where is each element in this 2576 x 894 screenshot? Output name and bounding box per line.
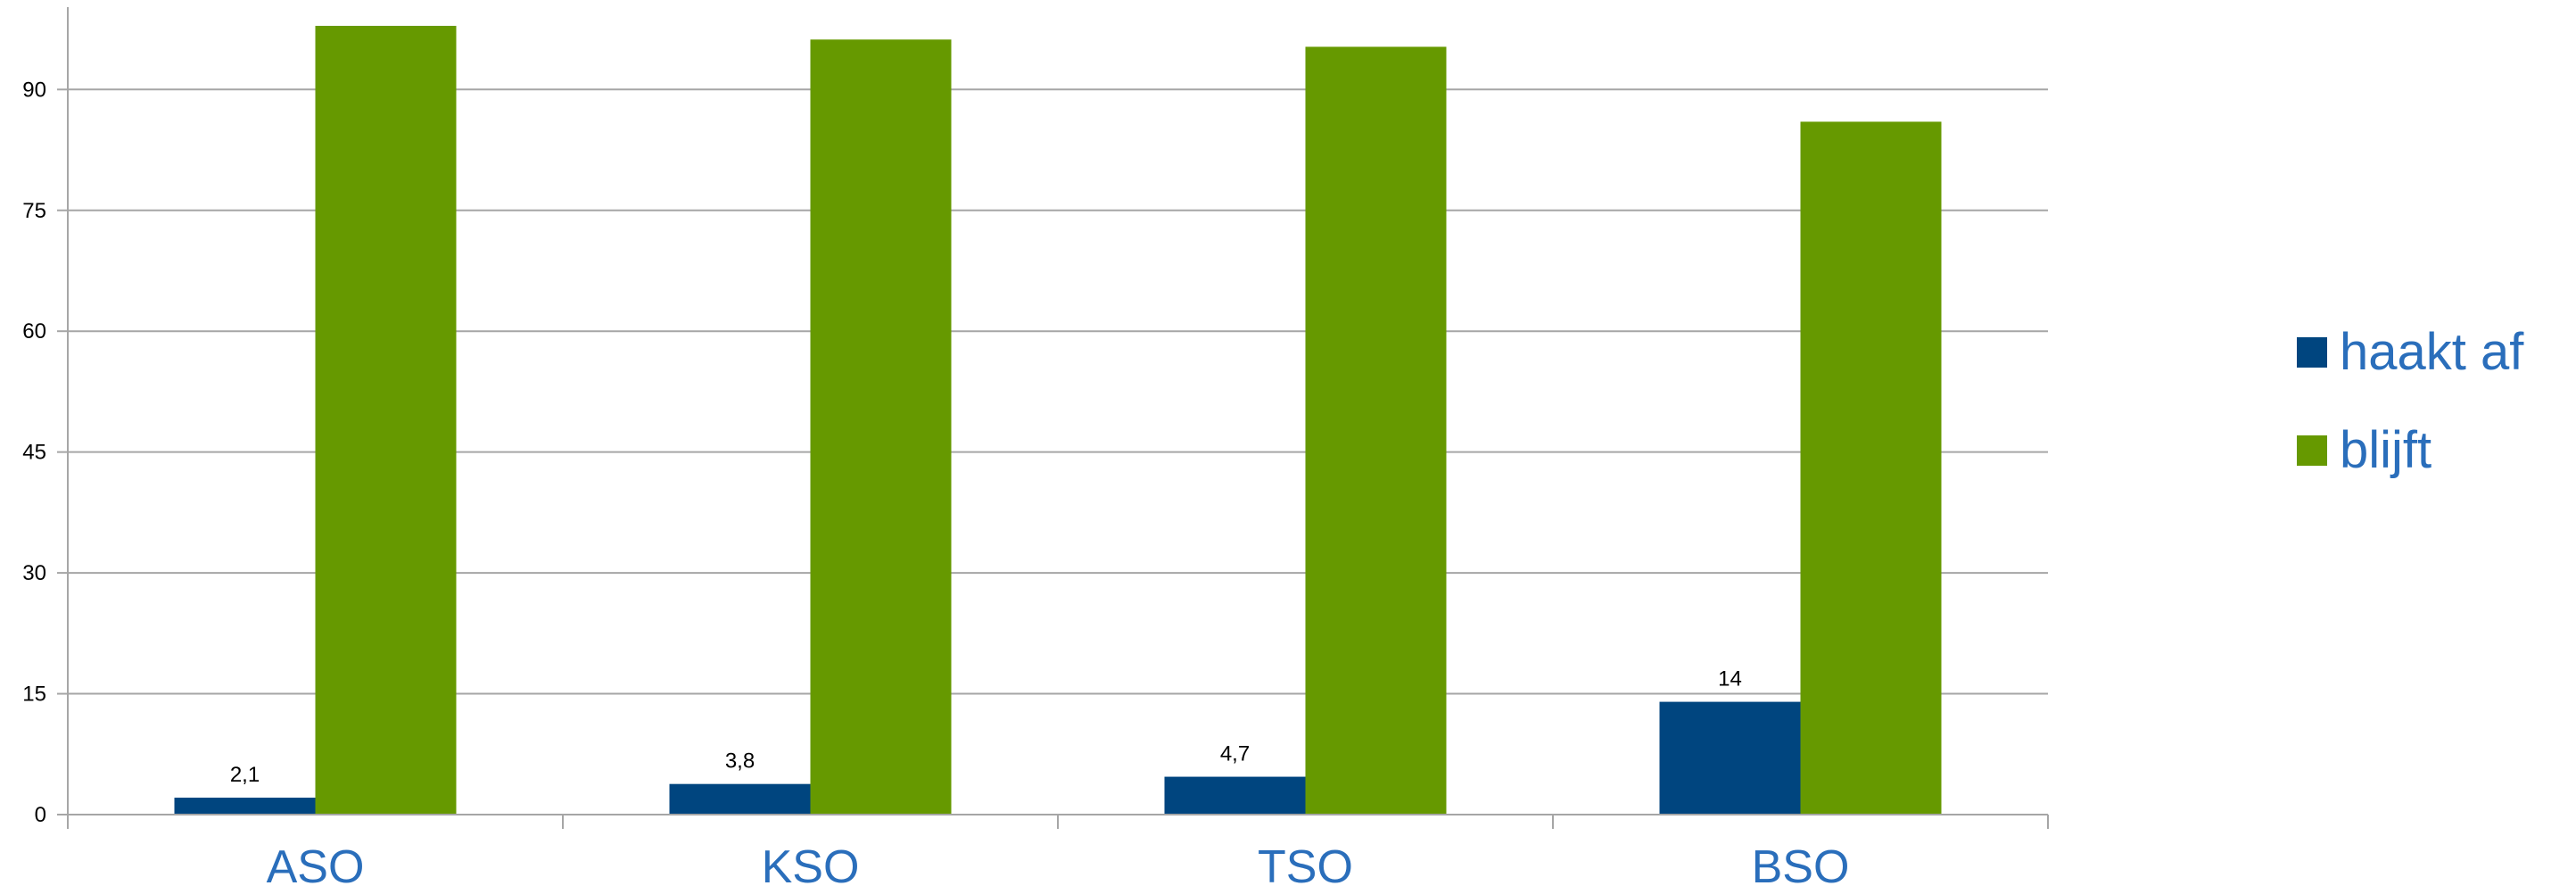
category-label-tso: TSO <box>1258 841 1353 893</box>
bar-blijft-aso <box>315 25 457 815</box>
x-axis-category-labels: ASO KSO TSO BSO <box>267 841 1850 893</box>
axes <box>57 7 2049 829</box>
legend-swatch <box>2297 337 2327 368</box>
legend-label: blijft <box>2340 421 2432 479</box>
bar-haakt-af-bso <box>1659 701 1801 815</box>
data-label: 4,7 <box>1220 742 1250 766</box>
legend: haakt af blijft <box>2297 323 2524 479</box>
bars <box>174 25 1942 815</box>
y-tick-label: 60 <box>22 319 46 344</box>
y-axis-tick-labels: 0 15 30 45 60 75 90 <box>22 78 46 827</box>
data-labels: 2,1 3,8 4,7 14 <box>230 667 1742 787</box>
y-tick-label: 15 <box>22 683 46 707</box>
bar-haakt-af-kso <box>669 783 811 815</box>
data-label: 2,1 <box>230 763 260 787</box>
bar-haakt-af-aso <box>174 798 316 815</box>
bar-haakt-af-tso <box>1164 776 1306 815</box>
legend-label: haakt af <box>2340 323 2524 381</box>
bar-blijft-bso <box>1800 121 1942 815</box>
bar-blijft-kso <box>810 39 952 815</box>
y-tick-label: 90 <box>22 78 46 102</box>
bar-blijft-tso <box>1305 46 1447 815</box>
category-label-aso: ASO <box>267 841 365 893</box>
category-label-kso: KSO <box>762 841 860 893</box>
y-tick-label: 0 <box>35 803 46 827</box>
data-label: 3,8 <box>725 749 755 774</box>
category-label-bso: BSO <box>1752 841 1850 893</box>
data-label: 14 <box>1718 667 1742 691</box>
y-tick-label: 45 <box>22 441 46 465</box>
legend-swatch <box>2297 435 2327 466</box>
y-tick-label: 30 <box>22 561 46 585</box>
y-tick-label: 75 <box>22 199 46 223</box>
